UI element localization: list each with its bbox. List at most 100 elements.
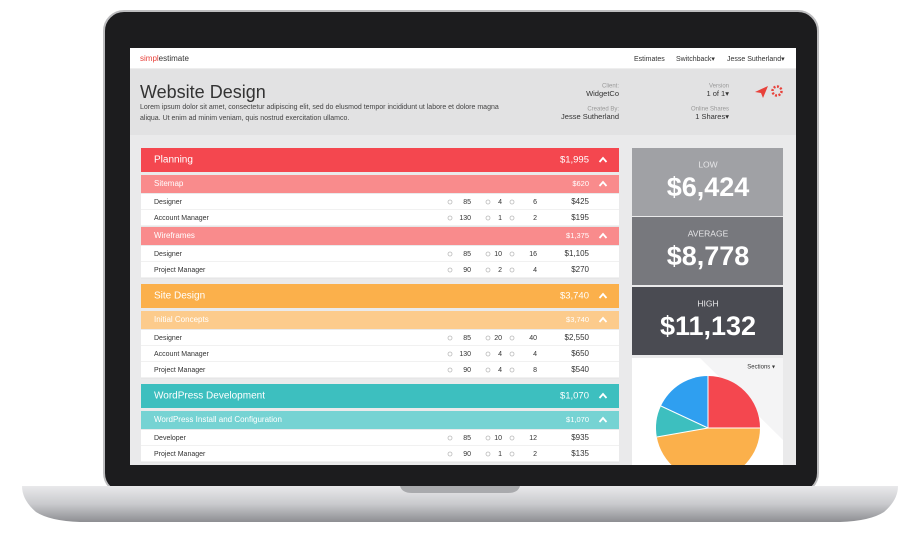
laptop-base	[22, 486, 898, 522]
hours: 16	[529, 251, 537, 258]
field-icon	[485, 251, 491, 257]
field-icon	[447, 335, 453, 341]
field-icon	[509, 351, 515, 357]
field-icon	[509, 435, 515, 441]
rate: 85	[463, 251, 471, 258]
field-icon	[485, 267, 491, 273]
logo[interactable]: simplestimate	[140, 54, 189, 63]
subsection-header	[141, 175, 619, 193]
line-item	[141, 210, 619, 226]
meta-value[interactable]: 1 Shares▾	[695, 112, 729, 121]
pie-slice	[708, 376, 760, 428]
subsection-total: $3,740	[566, 315, 589, 324]
estimate-label: HIGH	[697, 298, 718, 308]
page-title: Website Design	[140, 82, 266, 102]
hours: 2	[533, 451, 537, 458]
pie-slice	[660, 376, 708, 428]
subsection-total: $1,375	[566, 231, 589, 240]
collapse-toggle[interactable]	[598, 156, 608, 163]
description: aliqua. Ut enim ad minim veniam, quis no…	[140, 115, 349, 122]
meta-label: Client:	[602, 84, 619, 90]
section-header	[141, 148, 619, 172]
field-icon	[447, 351, 453, 357]
logo-b: estimate	[159, 54, 190, 63]
qty: 10	[494, 251, 502, 258]
estimate-label: AVERAGE	[688, 228, 729, 238]
qty: 20	[494, 335, 502, 342]
qty: 2	[498, 267, 502, 274]
section-name: WordPress Development	[154, 391, 265, 402]
line-item	[141, 346, 619, 362]
chart-menu[interactable]: Sections ▾	[747, 365, 775, 371]
rate: 90	[463, 367, 471, 374]
field-icon	[447, 199, 453, 205]
role: Designer	[154, 335, 183, 342]
field-icon	[447, 251, 453, 257]
qty: 4	[498, 199, 502, 206]
hours: 40	[529, 335, 537, 342]
subsection-name: Wireframes	[154, 231, 195, 240]
field-icon	[485, 335, 491, 341]
section-name: Site Design	[154, 291, 205, 302]
section-total: $1,070	[560, 391, 589, 402]
nav-link[interactable]: Jesse Sutherland▾	[727, 56, 785, 63]
field-icon	[447, 267, 453, 273]
base-notch	[400, 486, 520, 493]
estimate-card	[632, 287, 783, 355]
amount: $195	[571, 213, 589, 222]
subsection-total: $620	[572, 179, 589, 188]
subsection-header	[141, 227, 619, 245]
collapse-toggle[interactable]	[598, 316, 608, 323]
pie-slice	[656, 406, 708, 437]
field-icon	[509, 251, 515, 257]
field-icon	[447, 435, 453, 441]
logo-a: simpl	[140, 54, 159, 63]
collapse-toggle[interactable]	[598, 232, 608, 239]
meta-value: WidgetCo	[586, 89, 619, 98]
meta-label: Created By:	[587, 107, 619, 113]
field-icon	[509, 199, 515, 205]
amount: $935	[571, 433, 589, 442]
field-icon	[447, 367, 453, 373]
nav-bar	[130, 48, 796, 69]
collapse-toggle[interactable]	[598, 416, 608, 423]
pie-dividers	[656, 376, 760, 438]
amount: $2,550	[565, 333, 590, 342]
line-item	[141, 362, 619, 378]
field-icon	[485, 215, 491, 221]
estimate-amount: $11,132	[660, 311, 756, 341]
line-item	[141, 194, 619, 210]
send-icon[interactable]	[755, 86, 768, 98]
rate: 130	[459, 351, 471, 358]
section-header	[141, 384, 619, 408]
role: Project Manager	[154, 267, 206, 274]
hours: 4	[533, 267, 537, 274]
field-icon	[509, 215, 515, 221]
settings-icon[interactable]	[771, 85, 783, 97]
hours: 2	[533, 215, 537, 222]
collapse-toggle[interactable]	[598, 392, 608, 399]
amount: $1,105	[565, 249, 590, 258]
collapse-toggle[interactable]	[598, 292, 608, 299]
header-bg	[130, 70, 796, 135]
hours: 8	[533, 367, 537, 374]
rate: 85	[463, 435, 471, 442]
role: Account Manager	[154, 215, 210, 222]
field-icon	[509, 367, 515, 373]
hours: 12	[529, 435, 537, 442]
qty: 1	[498, 451, 502, 458]
nav-link[interactable]: Estimates	[634, 56, 665, 63]
rate: 90	[463, 267, 471, 274]
meta-value: Jesse Sutherland	[561, 112, 619, 121]
description: Lorem ipsum dolor sit amet, consectetur …	[140, 104, 499, 111]
section-total: $1,995	[560, 155, 589, 166]
field-icon	[509, 451, 515, 457]
meta-value[interactable]: 1 of 1▾	[706, 89, 729, 98]
field-icon	[485, 199, 491, 205]
field-icon	[447, 215, 453, 221]
screen: simplestimate Estimates Switchback▾ Jess…	[130, 48, 796, 465]
collapse-toggle[interactable]	[598, 180, 608, 187]
pie-slice	[656, 428, 760, 465]
section-header	[141, 284, 619, 308]
nav-link[interactable]: Switchback▾	[676, 56, 715, 63]
